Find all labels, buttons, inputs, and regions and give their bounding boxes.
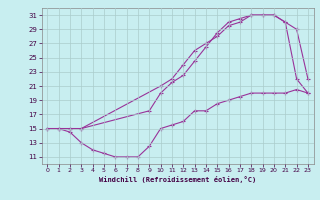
X-axis label: Windchill (Refroidissement éolien,°C): Windchill (Refroidissement éolien,°C) — [99, 176, 256, 183]
